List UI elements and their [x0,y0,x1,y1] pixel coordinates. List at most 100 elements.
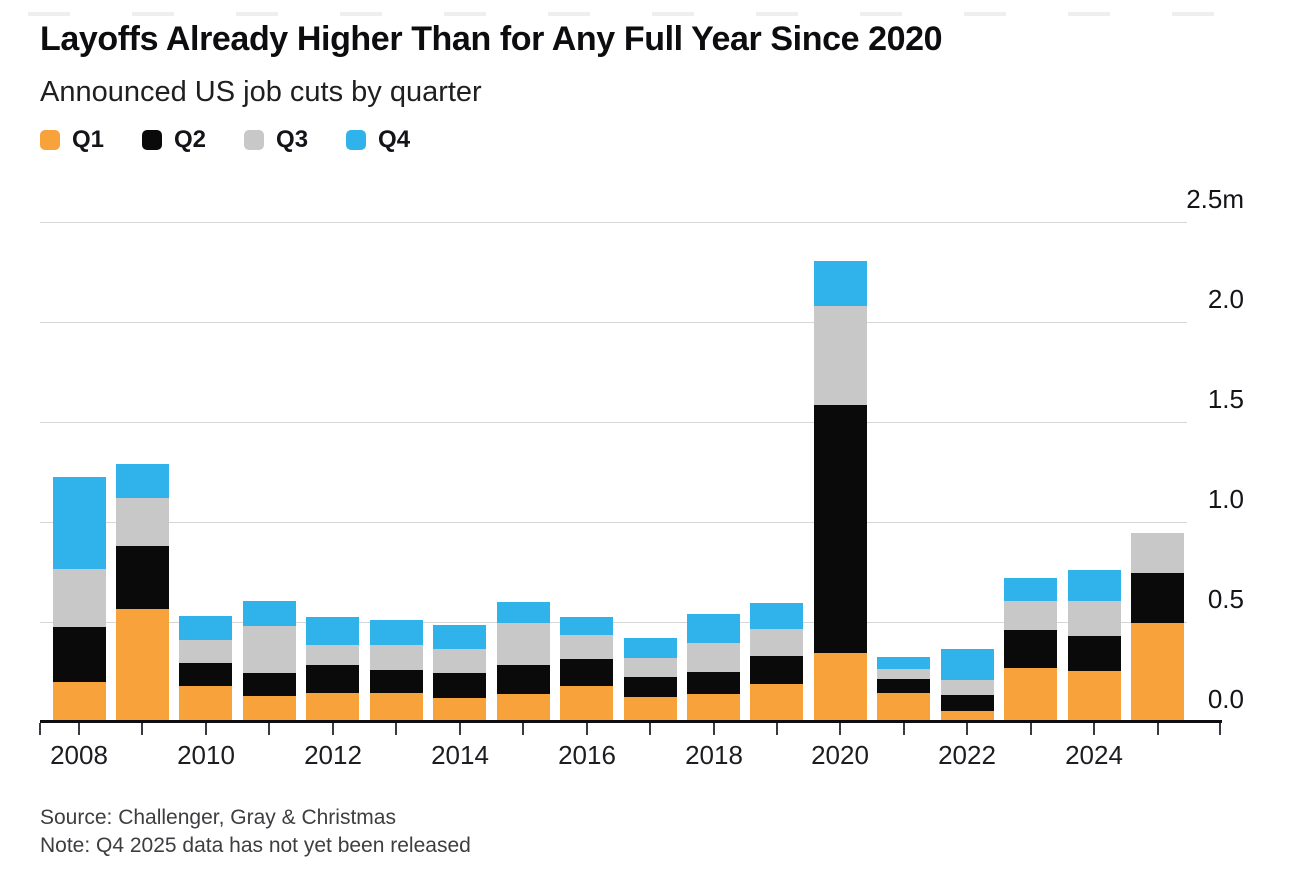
bar-segment-2012-q2 [306,665,359,693]
bar-segment-2021-q2 [877,679,930,693]
x-axis-tick [966,723,968,735]
bar-segment-2020-q1 [814,653,867,722]
x-axis-tick [78,723,80,735]
bar-segment-2020-q3 [814,306,867,405]
bar-segment-2022-q4 [941,649,994,680]
bar-segment-2013-q3 [370,645,423,670]
x-axis-tick [649,723,651,735]
x-axis-tick [1157,723,1159,735]
legend-swatch-q3 [244,130,265,150]
x-axis-tick [903,723,905,735]
x-axis-tick [713,723,715,735]
bar-segment-2018-q4 [687,614,740,643]
y-axis-tick-label: 1.5 [1207,384,1244,414]
gridline-2.5m [40,222,1187,223]
bar-segment-2024-q1 [1068,671,1121,722]
bar-segment-2010-q2 [179,663,232,686]
x-axis-tick [141,723,143,735]
legend-item-q4: Q4 [346,126,411,153]
bar-segment-2008-q1 [53,682,106,722]
x-axis-year-label: 2008 [50,740,108,770]
bar-segment-2012-q1 [306,693,359,722]
y-axis-tick-label: 2.0 [1207,284,1244,314]
bar-segment-2015-q2 [497,665,550,694]
x-axis-tick [39,723,41,735]
bar-segment-2014-q1 [433,698,486,722]
x-axis-year-label: 2020 [811,740,869,770]
bar-segment-2022-q3 [941,680,994,695]
note-text: Note: Q4 2025 data has not yet been rele… [40,834,471,857]
x-axis-tick [839,723,841,735]
legend-swatch-q2 [142,130,163,150]
x-axis-tick [1219,723,1221,735]
x-axis-tick [586,723,588,735]
bar-segment-2011-q2 [243,673,296,696]
bar-segment-2010-q1 [179,686,232,722]
legend-label: Q4 [378,126,411,153]
source-text: Source: Challenger, Gray & Christmas [40,806,396,829]
bar-segment-2014-q3 [433,649,486,673]
chart-legend: Q1 Q2 Q3 Q4 [40,126,411,153]
x-axis-year-label: 2010 [177,740,235,770]
x-axis-tick [332,723,334,735]
bar-segment-2008-q3 [53,569,106,627]
bar-segment-2025-q2 [1131,573,1184,623]
bar-segment-2011-q4 [243,601,296,626]
bar-segment-2010-q4 [179,616,232,640]
x-axis-year-label: 2014 [431,740,489,770]
bar-segment-2022-q1 [941,711,994,722]
bar-segment-2019-q1 [750,684,803,722]
cropped-text-artifact [28,12,1268,16]
bar-segment-2020-q4 [814,261,867,306]
legend-label: Q3 [276,126,309,153]
chart-subtitle: Announced US job cuts by quarter [40,76,482,108]
bar-segment-2015-q4 [497,602,550,623]
bar-segment-2017-q3 [624,658,677,677]
bar-segment-2017-q1 [624,697,677,722]
bar-segment-2016-q4 [560,617,613,635]
bar-segment-2023-q4 [1004,578,1057,601]
bar-segment-2025-q3 [1131,533,1184,573]
bar-segment-2024-q4 [1068,570,1121,601]
bar-segment-2018-q1 [687,694,740,722]
bar-segment-2012-q3 [306,645,359,665]
x-axis-tick [776,723,778,735]
bar-segment-2013-q1 [370,693,423,722]
x-axis-tick [268,723,270,735]
gridline-2.0 [40,322,1187,323]
bar-segment-2013-q2 [370,670,423,693]
x-axis-tick [205,723,207,735]
bar-segment-2016-q1 [560,686,613,722]
bar-segment-2021-q4 [877,657,930,669]
bar-segment-2020-q2 [814,405,867,653]
x-axis-line [40,720,1222,723]
bar-segment-2024-q2 [1068,636,1121,671]
x-axis-tick [459,723,461,735]
bar-segment-2010-q3 [179,640,232,663]
legend-label: Q1 [72,126,105,153]
legend-swatch-q1 [40,130,60,150]
chart-title: Layoffs Already Higher Than for Any Full… [40,20,943,58]
x-axis-tick [395,723,397,735]
bar-segment-2012-q4 [306,617,359,645]
y-axis-tick-label: 2.5m [1186,184,1244,214]
legend-item-q2: Q2 [142,128,206,152]
bar-segment-2019-q4 [750,603,803,629]
x-axis-year-label: 2022 [938,740,996,770]
bar-segment-2023-q2 [1004,630,1057,668]
bar-segment-2023-q3 [1004,601,1057,630]
gridline-1.0 [40,522,1187,523]
x-axis-year-label: 2024 [1065,740,1123,770]
bar-segment-2015-q1 [497,694,550,722]
bar-segment-2009-q4 [116,464,169,498]
bar-segment-2009-q1 [116,609,169,722]
bar-segment-2008-q2 [53,627,106,682]
gridline-0.5 [40,622,1187,623]
bar-segment-2024-q3 [1068,601,1121,636]
y-axis-tick-label: 1.0 [1207,484,1244,514]
y-axis-tick-label: 0.5 [1207,584,1244,614]
x-axis-year-label: 2012 [304,740,362,770]
x-axis-tick [522,723,524,735]
